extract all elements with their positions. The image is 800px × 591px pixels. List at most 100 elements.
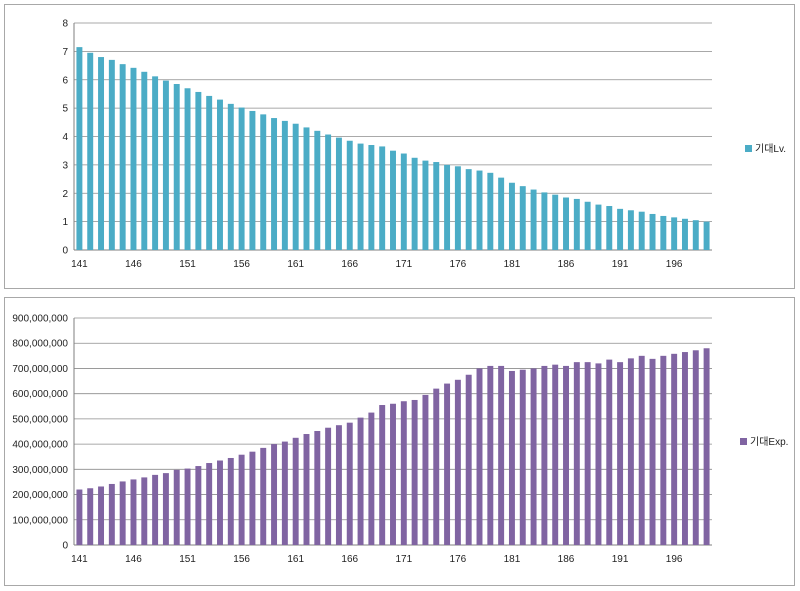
exp-bar <box>292 437 299 545</box>
level-bar <box>692 220 699 250</box>
exp-bar <box>617 362 624 545</box>
exp-bar <box>119 481 126 545</box>
exp-bar <box>195 466 202 545</box>
exp-x-tick-label: 166 <box>341 554 358 565</box>
exp-x-tick-label: 141 <box>71 554 88 565</box>
level-bar <box>227 103 234 251</box>
level-bar <box>411 157 418 250</box>
level-bar <box>108 59 115 251</box>
exp-bar <box>314 430 321 545</box>
exp-y-tick-label: 100,000,000 <box>12 515 68 526</box>
exp-bar <box>87 488 94 545</box>
level-bar <box>638 211 645 250</box>
level-bar <box>552 194 559 250</box>
exp-legend-swatch <box>740 438 747 445</box>
exp-x-tick-label: 146 <box>125 554 142 565</box>
level-bar <box>606 206 613 250</box>
level-bar <box>335 137 342 250</box>
exp-bar <box>638 355 645 545</box>
level-bar <box>260 114 267 251</box>
level-bar <box>681 218 688 250</box>
level-y-tick-label: 1 <box>62 217 68 228</box>
exp-bar <box>671 353 678 545</box>
level-bar <box>530 189 537 250</box>
level-y-tick-label: 8 <box>62 19 68 30</box>
level-x-tick-label: 191 <box>612 259 629 270</box>
exp-x-tick-label: 161 <box>287 554 304 565</box>
level-bar <box>627 210 634 250</box>
level-bar <box>325 134 332 250</box>
exp-bar <box>400 401 407 545</box>
exp-x-tick-label: 191 <box>612 554 629 565</box>
exp-bar <box>379 405 386 545</box>
level-bar <box>152 76 159 250</box>
exp-y-tick-label: 800,000,000 <box>12 339 68 350</box>
exp-y-tick-label: 400,000,000 <box>12 440 68 451</box>
exp-bar <box>271 444 278 545</box>
level-bar <box>76 47 83 251</box>
level-x-tick-label: 146 <box>125 259 142 270</box>
level-x-tick-label: 156 <box>233 259 250 270</box>
level-x-tick-label: 196 <box>666 259 683 270</box>
level-bar <box>217 99 223 250</box>
level-bar <box>292 123 299 250</box>
level-bar <box>595 204 602 250</box>
exp-x-tick-label: 181 <box>504 554 521 565</box>
exp-bar <box>130 479 137 545</box>
exp-bar <box>227 457 234 545</box>
level-bar <box>498 177 505 250</box>
level-y-tick-label: 4 <box>62 132 68 143</box>
exp-bar <box>152 474 159 545</box>
level-x-tick-label: 161 <box>287 259 304 270</box>
exp-bar <box>390 403 396 545</box>
exp-x-tick-label: 151 <box>179 554 196 565</box>
exp-bar <box>595 363 602 545</box>
level-bar <box>195 91 202 250</box>
level-y-tick-label: 6 <box>62 75 68 86</box>
exp-bar <box>444 383 451 545</box>
level-y-tick-label: 5 <box>62 104 68 115</box>
exp-bar <box>681 352 688 545</box>
level-bar <box>141 71 148 251</box>
exp-legend-label: 기대Exp. <box>750 436 788 448</box>
exp-bar <box>552 364 559 545</box>
level-bar <box>379 146 386 250</box>
exp-bar <box>184 468 191 545</box>
exp-y-tick-label: 300,000,000 <box>12 465 68 476</box>
exp-bar <box>173 469 180 545</box>
level-bar <box>173 84 180 250</box>
level-x-tick-label: 176 <box>450 259 467 270</box>
exp-x-tick-label: 186 <box>558 554 575 565</box>
exp-bar <box>508 370 515 545</box>
level-bar <box>400 153 407 250</box>
exp-y-tick-label: 600,000,000 <box>12 389 68 400</box>
exp-bar <box>465 374 472 545</box>
exp-bar <box>162 473 169 545</box>
exp-bar <box>660 355 667 545</box>
level-bar <box>433 162 440 250</box>
exp-bar <box>692 350 699 545</box>
exp-x-tick-label: 171 <box>395 554 412 565</box>
exp-bar <box>281 441 288 545</box>
exp-bar <box>487 365 494 545</box>
level-bar <box>98 57 105 250</box>
exp-bar <box>98 486 105 545</box>
exp-bar <box>260 447 267 545</box>
exp-bar <box>649 358 656 545</box>
level-x-tick-label: 151 <box>179 259 196 270</box>
chart-panel-level: 0 1 2 3 4 5 6 7 8 141 146 151 156 161 166 171 176 181 186 1… <box>4 4 795 289</box>
level-bar <box>519 186 526 250</box>
level-bar <box>703 221 710 250</box>
exp-bar <box>217 460 223 545</box>
exp-bar <box>563 365 569 545</box>
exp-bar <box>519 369 526 545</box>
level-y-tick-label: 7 <box>62 47 68 58</box>
level-bar <box>617 208 624 250</box>
exp-bar <box>249 451 256 545</box>
level-bar-chart: 0 1 2 3 4 5 6 7 8 141 146 151 156 161 166 171 176 181 186 1… <box>62 19 786 271</box>
exp-bar <box>422 394 429 545</box>
exp-x-tick-label: 196 <box>666 554 683 565</box>
level-bar <box>541 192 548 250</box>
exp-bar <box>541 365 548 545</box>
exp-bar <box>141 477 148 545</box>
